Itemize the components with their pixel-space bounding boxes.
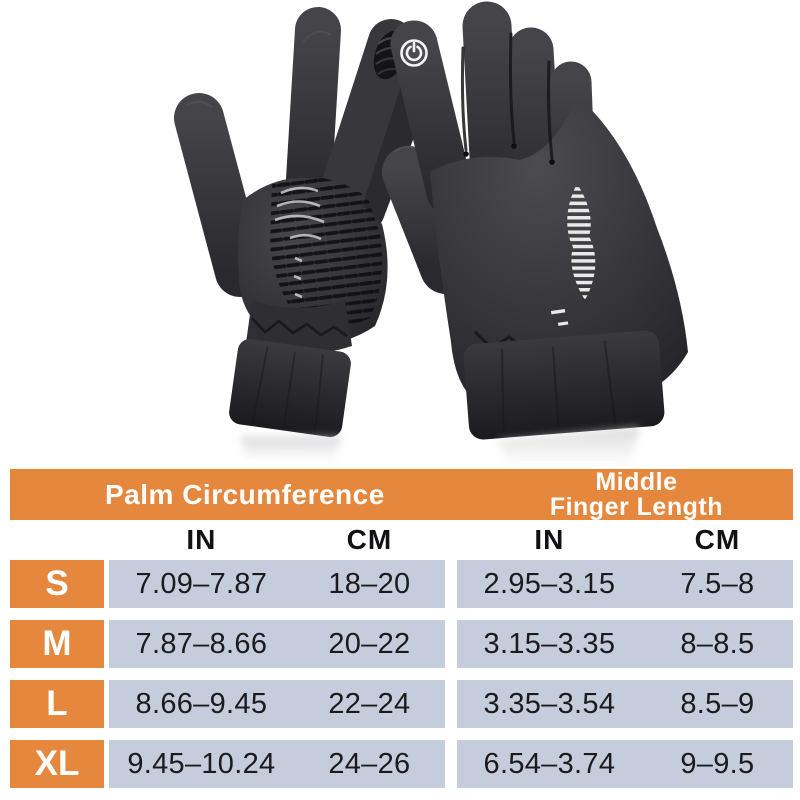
finger-cm-value: 9–9.5 [680, 747, 755, 780]
finger-header-line2: Finger Length [549, 492, 723, 521]
palm-in-value: 7.87–8.66 [135, 627, 268, 660]
left-glove-palm-view [174, 7, 431, 437]
finger-in-value: 2.95–3.15 [483, 567, 616, 600]
palm-cm-value: 20–22 [328, 627, 411, 660]
table-row: S 7.09–7.87 18–20 2.95–3.15 7.5–8 [0, 560, 800, 608]
table-row: L 8.66–9.45 22–24 3.35–3.54 8.5–9 [0, 680, 800, 728]
palm-values: 9.45–10.24 24–26 [109, 740, 445, 788]
reflective-logo [550, 184, 596, 326]
finger-in-label: IN [534, 524, 565, 555]
left-cuff [229, 339, 351, 437]
finger-values: 3.35–3.54 8.5–9 [457, 680, 793, 728]
finger-cm-value: 7.5–8 [680, 567, 755, 600]
table-header-bar: Palm Circumference Middle Finger Length [10, 469, 793, 520]
finger-values: 3.15–3.35 8–8.5 [457, 620, 793, 668]
finger-cm-value: 8.5–9 [680, 687, 755, 720]
palm-in-label: IN [186, 524, 217, 555]
finger-in-value: 6.54–3.74 [483, 747, 616, 780]
unit-subheader-row: IN CM IN CM [0, 520, 800, 560]
palm-values: 7.87–8.66 20–22 [109, 620, 445, 668]
finger-seams [460, 32, 554, 160]
size-label-l: L [10, 680, 104, 728]
size-label-s: S [10, 560, 104, 608]
palm-values: 8.66–9.45 22–24 [109, 680, 445, 728]
left-wrist-elastic [251, 317, 348, 338]
table-row: XL 9.45–10.24 24–26 6.54–3.74 9–9.5 [0, 740, 800, 788]
palm-in-value: 7.09–7.87 [135, 567, 268, 600]
palm-cm-value: 18–20 [328, 567, 411, 600]
finger-in-value: 3.35–3.54 [483, 687, 616, 720]
finger-values: 6.54–3.74 9–9.5 [457, 740, 793, 788]
thumb-touch-tip-seam [185, 100, 213, 108]
finger-units: IN CM [457, 520, 793, 560]
palm-circumference-header: Palm Circumference [105, 478, 385, 510]
finger-values: 2.95–3.15 7.5–8 [457, 560, 793, 608]
right-glove-back-view [382, 1, 688, 440]
palm-cm-value: 22–24 [328, 687, 411, 720]
palm-grip-stripes [270, 176, 383, 329]
palm-cm-value: 24–26 [328, 747, 411, 780]
size-label-xl: XL [10, 740, 104, 788]
power-icon [400, 39, 428, 67]
right-cuff [463, 330, 665, 440]
middle-finger-length-header: Middle Finger Length [480, 469, 793, 520]
palm-values: 7.09–7.87 18–20 [109, 560, 445, 608]
floor-reflection [240, 426, 640, 466]
finger-cm-value: 8–8.5 [680, 627, 755, 660]
finger-cm-label: CM [694, 524, 741, 555]
finger-in-value: 3.15–3.35 [483, 627, 616, 660]
palm-in-value: 9.45–10.24 [127, 747, 276, 780]
size-label-m: M [10, 620, 104, 668]
gloves-product-image [174, 1, 688, 466]
palm-cm-label: CM [346, 524, 393, 555]
table-row: M 7.87–8.66 20–22 3.15–3.35 8–8.5 [0, 620, 800, 668]
palm-in-value: 8.66–9.45 [135, 687, 268, 720]
finger-header-line1: Middle [595, 467, 678, 496]
palm-units: IN CM [109, 520, 445, 560]
